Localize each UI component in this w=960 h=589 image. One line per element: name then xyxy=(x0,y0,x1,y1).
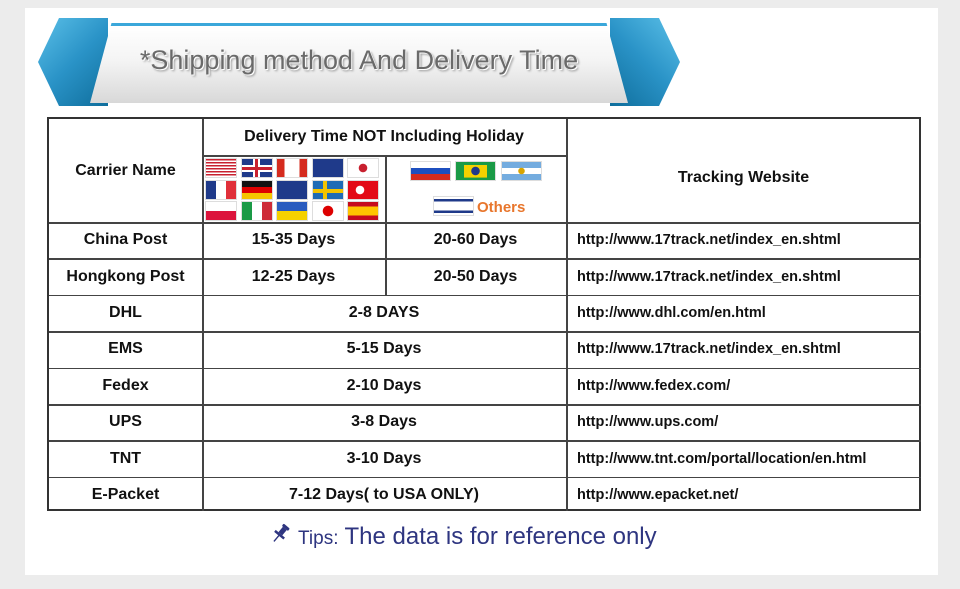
delivery-time-group-1: 15-35 Days xyxy=(251,231,336,249)
carrier-name: TNT xyxy=(109,449,142,467)
tips: Tips: The data is for reference only xyxy=(270,522,657,551)
row-divider xyxy=(49,440,921,442)
delivery-time: 2-8 DAYS xyxy=(348,303,420,321)
others-label: Others xyxy=(477,199,526,216)
flag-brazil-icon xyxy=(455,161,496,181)
flag-australia-icon xyxy=(311,158,344,178)
carrier-name: EMS xyxy=(108,340,143,358)
row-divider xyxy=(49,476,921,479)
title-banner: *Shipping method And Delivery Time xyxy=(38,18,680,106)
carrier-name: E-Packet xyxy=(91,485,160,503)
tracking-link[interactable]: http://www.dhl.com/en.html xyxy=(577,304,766,321)
row-divider xyxy=(49,331,921,333)
delivery-time-group-2: 20-50 Days xyxy=(433,267,518,285)
flag-ukraine-icon xyxy=(276,201,308,221)
flag-south-korea-icon xyxy=(347,158,379,178)
flag-new-zealand-icon xyxy=(276,179,308,200)
flag-france-icon xyxy=(205,179,237,200)
header-tracking: Tracking Website xyxy=(677,169,810,186)
flag-argentina-icon xyxy=(501,161,542,181)
row-divider xyxy=(49,404,921,406)
delivery-time: 3-8 Days xyxy=(351,413,417,431)
carrier-name: China Post xyxy=(83,231,168,249)
delivery-time-group-1: 12-25 Days xyxy=(251,267,336,285)
flag-russia-icon xyxy=(410,161,451,181)
row-divider xyxy=(202,155,566,157)
row-divider xyxy=(49,367,921,370)
tracking-link[interactable]: http://www.tnt.com/portal/location/en.ht… xyxy=(577,450,867,467)
row-divider xyxy=(49,258,921,260)
shipping-table: Carrier Name Delivery Time NOT Including… xyxy=(47,117,921,511)
tracking-link[interactable]: http://www.17track.net/index_en.shtml xyxy=(577,341,841,358)
flag-italy-icon xyxy=(240,201,273,221)
flag-usa-icon xyxy=(205,158,237,178)
flag-uk-icon xyxy=(240,158,273,178)
carrier-name: Fedex xyxy=(102,376,149,394)
carrier-name: UPS xyxy=(109,413,142,431)
flag-germany-icon xyxy=(240,179,273,200)
tips-text: The data is for reference only xyxy=(344,523,657,550)
column-divider xyxy=(566,119,568,511)
header-delivery: Delivery Time NOT Including Holiday xyxy=(244,128,524,145)
flag-israel-icon xyxy=(433,196,474,216)
delivery-time: 7-12 Days( to USA ONLY) xyxy=(289,485,479,503)
tips-label: Tips: xyxy=(298,528,339,549)
row-divider xyxy=(49,294,921,297)
carrier-name: Hongkong Post xyxy=(66,267,185,285)
flag-canada-icon xyxy=(276,158,308,178)
page-title: *Shipping method And Delivery Time xyxy=(139,45,579,75)
column-divider xyxy=(385,155,387,295)
carrier-name: DHL xyxy=(109,303,142,321)
tracking-link[interactable]: http://www.17track.net/index_en.shtml xyxy=(577,232,841,249)
header-carrier: Carrier Name xyxy=(75,161,176,179)
flag-japan-icon xyxy=(311,201,344,221)
tracking-link[interactable]: http://www.epacket.net/ xyxy=(577,486,739,503)
delivery-time: 3-10 Days xyxy=(346,449,422,467)
delivery-time: 5-15 Days xyxy=(346,340,422,358)
delivery-time-group-2: 20-60 Days xyxy=(433,231,518,249)
tracking-link[interactable]: http://www.fedex.com/ xyxy=(577,377,731,394)
pushpin-icon xyxy=(273,523,290,542)
delivery-time: 2-10 Days xyxy=(346,376,422,394)
row-divider xyxy=(49,222,921,224)
tracking-link[interactable]: http://www.ups.com/ xyxy=(577,414,719,431)
flag-sweden-icon xyxy=(311,179,344,200)
flag-poland-icon xyxy=(205,201,237,221)
column-divider xyxy=(202,119,204,511)
flag-spain-icon xyxy=(347,201,379,221)
tracking-link[interactable]: http://www.17track.net/index_en.shtml xyxy=(577,268,841,285)
flag-turkey-icon xyxy=(347,179,379,200)
